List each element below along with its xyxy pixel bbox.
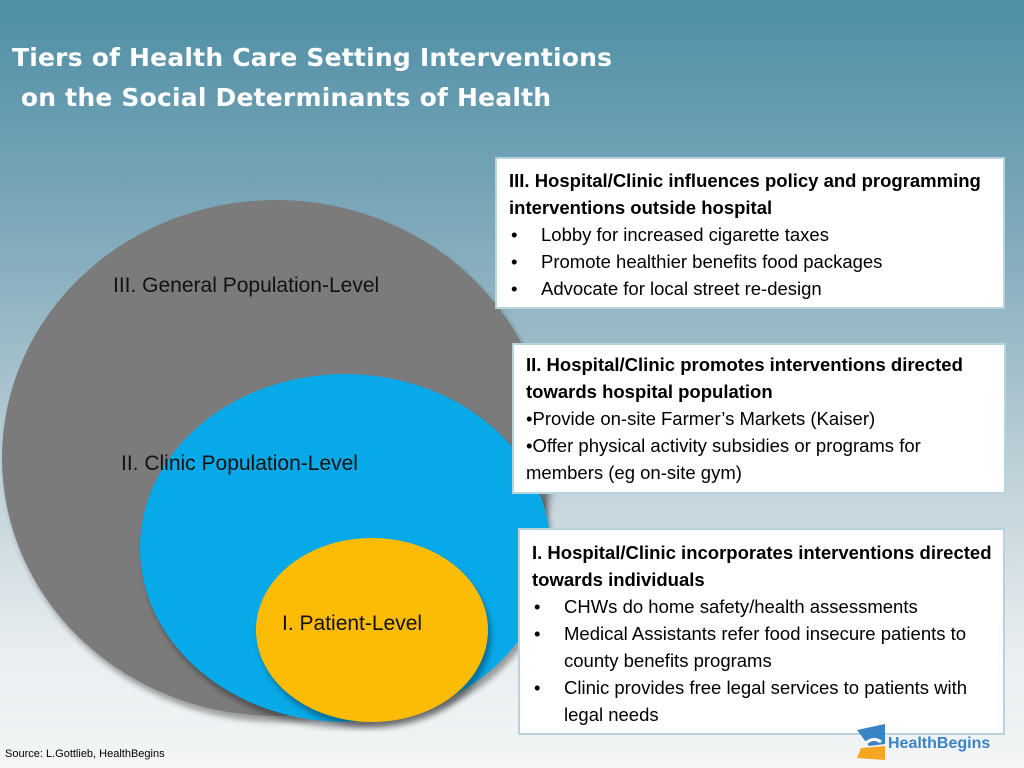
list-item: Promote healthier benefits food packages [509, 248, 993, 275]
patient-level-label: I. Patient-Level [282, 612, 423, 635]
tier2-list: •Provide on-site Farmer’s Markets (Kaise… [526, 405, 994, 486]
tier2-heading: II. Hospital/Clinic promotes interventio… [526, 354, 963, 402]
healthbegins-logo-icon [857, 724, 885, 760]
list-item: Advocate for local street re-design [509, 275, 993, 302]
tier3-interventions-box: III. Hospital/Clinic influences policy a… [495, 157, 1005, 309]
list-item: •Offer physical activity subsidies or pr… [526, 435, 921, 483]
title-line-1: Tiers of Health Care Setting Interventio… [12, 43, 613, 72]
tier3-list: Lobby for increased cigarette taxes Prom… [509, 221, 993, 302]
tier1-list: CHWs do home safety/health assessments M… [532, 593, 993, 728]
logo-part1: Health [888, 735, 937, 752]
tier3-heading: III. Hospital/Clinic influences policy a… [509, 170, 981, 218]
logo-part2: Begins [936, 735, 991, 752]
slide-title: Tiers of Health Care Setting Interventio… [12, 38, 652, 118]
list-item: Clinic provides free legal services to p… [532, 674, 993, 728]
patient-level-circle [256, 538, 488, 722]
clinic-population-label: II. Clinic Population-Level [121, 452, 358, 475]
source-citation: Source: L.Gottlieb, HealthBegins [5, 748, 165, 760]
tier2-interventions-box: II. Hospital/Clinic promotes interventio… [512, 343, 1006, 494]
list-item: Medical Assistants refer food insecure p… [532, 620, 993, 674]
tier1-heading: I. Hospital/Clinic incorporates interven… [532, 542, 992, 590]
list-item: CHWs do home safety/health assessments [532, 593, 993, 620]
healthbegins-logo-text: HealthBegins [888, 735, 990, 753]
tier1-interventions-box: I. Hospital/Clinic incorporates interven… [518, 528, 1005, 735]
title-line-2: on the Social Determinants of Health [12, 83, 552, 112]
list-item: Lobby for increased cigarette taxes [509, 221, 993, 248]
list-item: •Provide on-site Farmer’s Markets (Kaise… [526, 408, 876, 429]
general-population-label: III. General Population-Level [113, 274, 380, 297]
